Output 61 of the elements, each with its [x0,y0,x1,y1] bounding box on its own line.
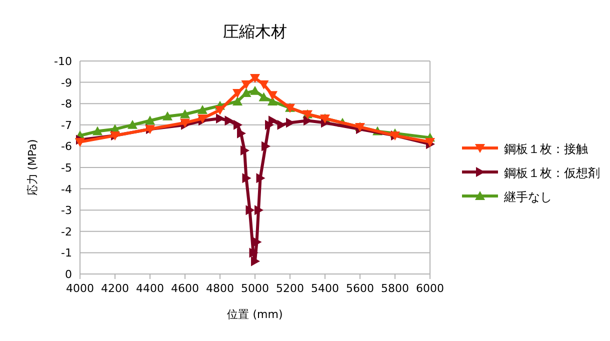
point [268,91,278,100]
point [92,126,102,136]
point [252,237,262,248]
point [241,88,252,97]
x-tick-label: 4600 [171,282,199,295]
point [258,80,269,90]
point [250,74,260,84]
x-axis-title: 位置 (mm) [227,308,283,321]
point [250,86,260,95]
point [246,205,255,216]
y-tick-label: -4 [61,182,72,196]
point [75,138,85,147]
y-tick-label: -5 [61,162,72,174]
x-tick-label: 4400 [136,282,164,295]
y-tick-label: -9 [61,76,72,90]
y-tick-label: -8 [61,98,72,111]
point [241,80,252,90]
y-tick-label: -1 [61,246,72,260]
point [234,120,242,130]
point [198,104,208,114]
y-tick-label: -7 [61,118,72,132]
x-tick-label: 5000 [241,282,269,295]
point [254,205,264,216]
point [277,120,286,130]
chart-title: 圧縮木材 [223,22,287,41]
point [162,111,172,120]
point [242,173,252,184]
point [180,109,190,118]
x-tick-label: 4200 [101,282,129,295]
legend-label: 鋼板１枚：仮想剤 [504,166,600,180]
point [262,141,270,152]
point [251,256,260,266]
x-tick-label: 4800 [206,282,234,295]
legend-label: 継手なし [503,190,552,204]
legend-label: 鋼板１枚：接触 [504,142,588,156]
y-tick-label: -10 [54,55,72,68]
point [286,118,295,128]
point [145,116,155,125]
x-tick-label: 4000 [66,282,94,295]
point [256,173,266,184]
x-tick-label: 6000 [416,282,444,295]
point [258,92,269,102]
point [128,120,138,129]
x-tick-label: 5600 [346,282,374,295]
point [224,116,234,126]
point [240,145,250,156]
y-tick-label: 0 [65,268,72,281]
y-axis-title: 応力 (MPa) [26,139,39,196]
x-tick-label: 5200 [276,282,304,295]
x-tick-label: 5400 [311,282,339,295]
x-tick-label: 5800 [381,282,409,295]
point [216,114,225,124]
y-tick-label: -6 [61,140,72,154]
point [232,96,242,106]
y-tick-label: -3 [61,204,72,218]
point [237,128,246,138]
point [425,138,435,147]
point [215,106,225,115]
point [232,88,242,98]
y-tick-label: -2 [61,225,72,238]
point [249,248,258,258]
